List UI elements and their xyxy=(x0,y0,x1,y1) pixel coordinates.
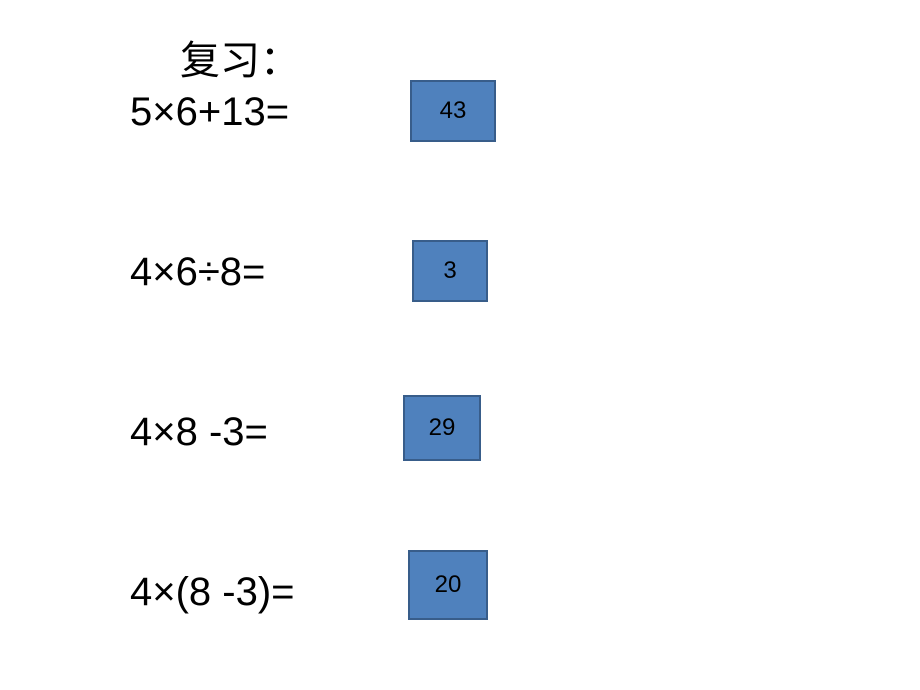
answer-box-3: 29 xyxy=(403,395,481,461)
equation-4: 4×(8 -3)= xyxy=(130,570,295,615)
answer-box-4: 20 xyxy=(408,550,488,620)
answer-box-2: 3 xyxy=(412,240,488,302)
answer-box-1: 43 xyxy=(410,80,496,142)
equation-1: 5×6+13= xyxy=(130,90,289,135)
equation-3: 4×8 -3= xyxy=(130,410,268,455)
review-title: 复习： xyxy=(180,28,300,86)
equation-2: 4×6÷8= xyxy=(130,250,265,295)
